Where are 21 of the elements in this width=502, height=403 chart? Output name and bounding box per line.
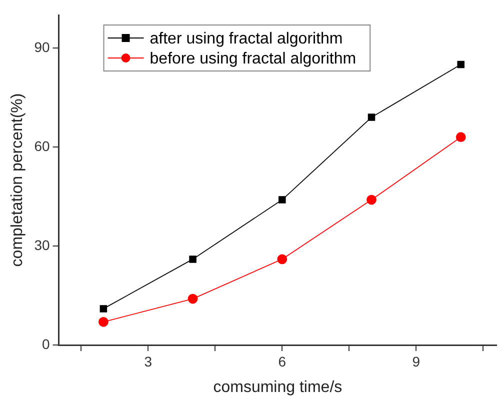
point [100, 305, 108, 312]
legend-label: after using fractal algorithm [150, 30, 343, 48]
point [278, 196, 286, 204]
y-tick-label: 0 [42, 336, 50, 352]
x-tick-label: 6 [278, 353, 286, 370]
legend-label: before using fractal algorithm [150, 50, 356, 68]
point [456, 132, 466, 142]
point [457, 60, 464, 68]
y-tick-label: 60 [34, 138, 50, 154]
point [277, 254, 288, 264]
x-tick-label: 3 [144, 353, 152, 370]
x-axis-title: comsuming time/s [213, 378, 342, 396]
y-tick-label: 90 [34, 38, 50, 55]
point [98, 316, 108, 327]
y-axis-title: completation percent(%) [9, 93, 26, 267]
point [368, 114, 376, 121]
point [189, 256, 196, 263]
point [188, 294, 198, 304]
y-tick-label: 30 [34, 236, 50, 253]
x-tick-label: 9 [412, 353, 420, 370]
point [366, 194, 376, 205]
